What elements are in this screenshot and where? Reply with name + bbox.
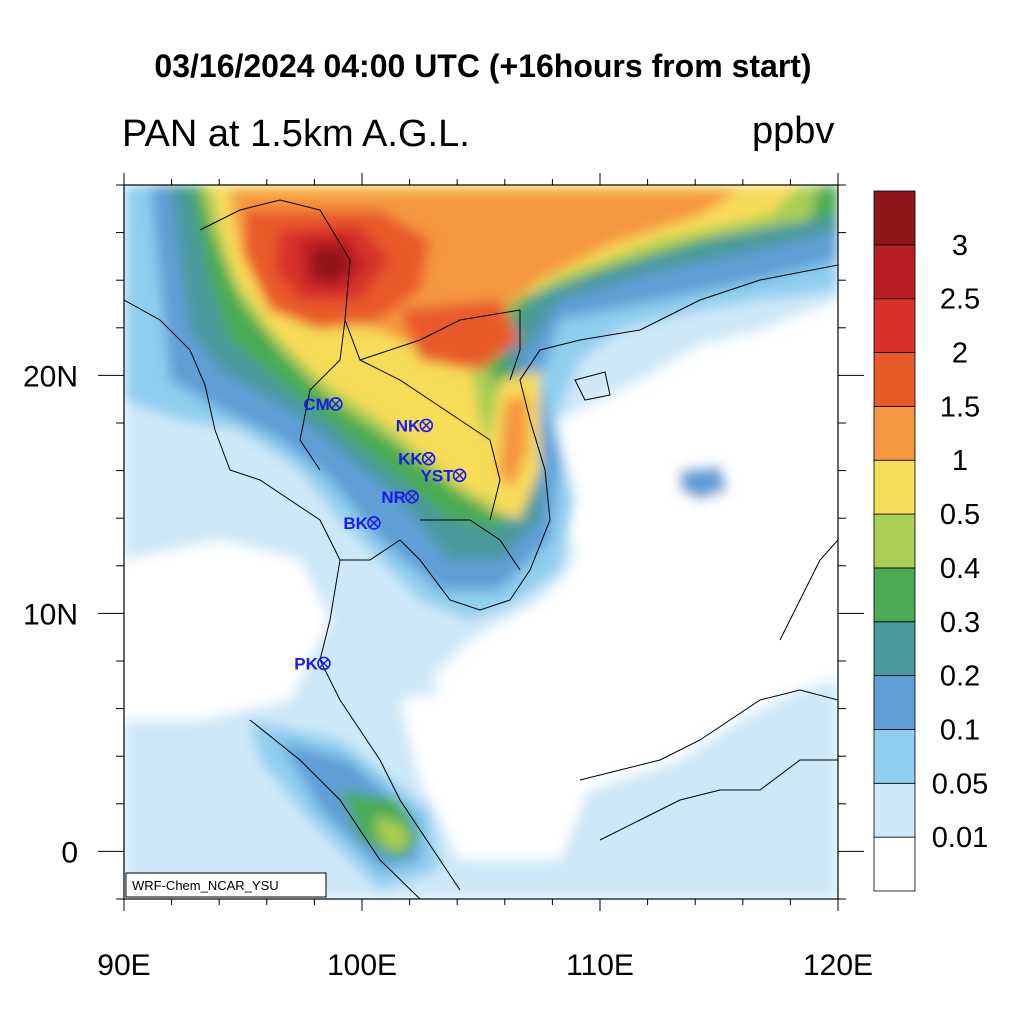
y-tick-label: 20N xyxy=(23,360,78,393)
colorbar-swatch xyxy=(873,729,916,784)
station-marker-icon xyxy=(367,516,381,530)
colorbar-label: 2.5 xyxy=(940,284,980,316)
station-cm: CM xyxy=(303,395,343,414)
colorbar-label: 0.05 xyxy=(932,768,988,800)
station-bk: BK xyxy=(343,514,381,533)
colorbar-label: 0.01 xyxy=(932,822,988,854)
station-label: PK xyxy=(294,654,318,673)
colorbar-swatch xyxy=(873,513,916,569)
station-kk: KK xyxy=(398,450,436,469)
colorbar-label: 0.1 xyxy=(940,714,980,746)
colorbar-swatch xyxy=(873,621,916,677)
colorbar-label: 0.3 xyxy=(940,607,980,639)
station-label: KK xyxy=(398,450,423,469)
station-label: NR xyxy=(381,488,406,507)
colorbar-label: 1.5 xyxy=(940,391,980,423)
station-marker-icon xyxy=(329,397,343,411)
y-axis-labels: 20N 10N 0 xyxy=(23,360,78,869)
y-tick-label: 0 xyxy=(61,836,78,869)
station-marker-icon xyxy=(452,468,467,483)
colorbar-swatch xyxy=(873,352,916,407)
colorbar: 0.01 0.05 0.1 0.2 0.3 0.4 0.5 1 1.5 2 2.5 3 xyxy=(873,190,988,892)
colorbar-swatch xyxy=(873,836,916,892)
map-title: 03/16/2024 04:00 UTC (+16hours from star… xyxy=(154,48,812,84)
country-borders xyxy=(199,199,521,571)
colorbar-label: 0.4 xyxy=(940,553,980,585)
unit-label: ppbv xyxy=(752,110,835,152)
y-tick-label: 10N xyxy=(23,598,78,631)
station-label: YST xyxy=(421,466,455,485)
x-tick-label: 90E xyxy=(97,949,150,982)
station-label: NK xyxy=(396,416,421,435)
station-label: CM xyxy=(303,395,329,414)
colorbar-swatch xyxy=(873,298,916,353)
colorbar-swatch xyxy=(873,244,916,300)
station-nk: NK xyxy=(396,416,434,435)
colorbar-label: 1 xyxy=(952,445,968,477)
pan-concentration-field xyxy=(124,185,838,899)
x-tick-label: 110E xyxy=(566,949,634,982)
station-pk: PK xyxy=(294,654,331,673)
x-axis-labels: 90E 100E 110E 120E xyxy=(97,949,873,982)
station-marker-icon xyxy=(405,489,419,504)
colorbar-swatch xyxy=(873,782,916,838)
credit-text: WRF-Chem_NCAR_YSU xyxy=(132,878,279,893)
station-marker-icon xyxy=(421,451,436,466)
colorbar-label: 0.2 xyxy=(940,661,980,693)
colorbar-label: 2 xyxy=(952,338,968,370)
x-tick-label: 120E xyxy=(803,949,873,982)
station-yst: YST xyxy=(421,466,467,485)
station-nr: NR xyxy=(381,488,419,507)
credit-box xyxy=(125,872,327,898)
colorbar-swatch xyxy=(873,567,916,623)
variable-label: PAN at 1.5km A.G.L. xyxy=(122,113,470,155)
colorbar-label: 0.5 xyxy=(940,499,980,531)
colorbar-swatch xyxy=(873,190,916,246)
colorbar-swatch xyxy=(873,459,916,515)
coastlines xyxy=(124,264,838,899)
station-label: BK xyxy=(343,514,368,533)
colorbar-label: 3 xyxy=(952,230,968,262)
colorbar-swatch xyxy=(873,405,916,461)
plot-frame xyxy=(123,184,839,900)
colorbar-swatch xyxy=(873,675,916,730)
x-tick-label: 100E xyxy=(327,949,397,982)
station-marker-icon xyxy=(317,656,331,671)
axis-ticks xyxy=(98,173,864,911)
station-marker-icon xyxy=(419,418,434,433)
